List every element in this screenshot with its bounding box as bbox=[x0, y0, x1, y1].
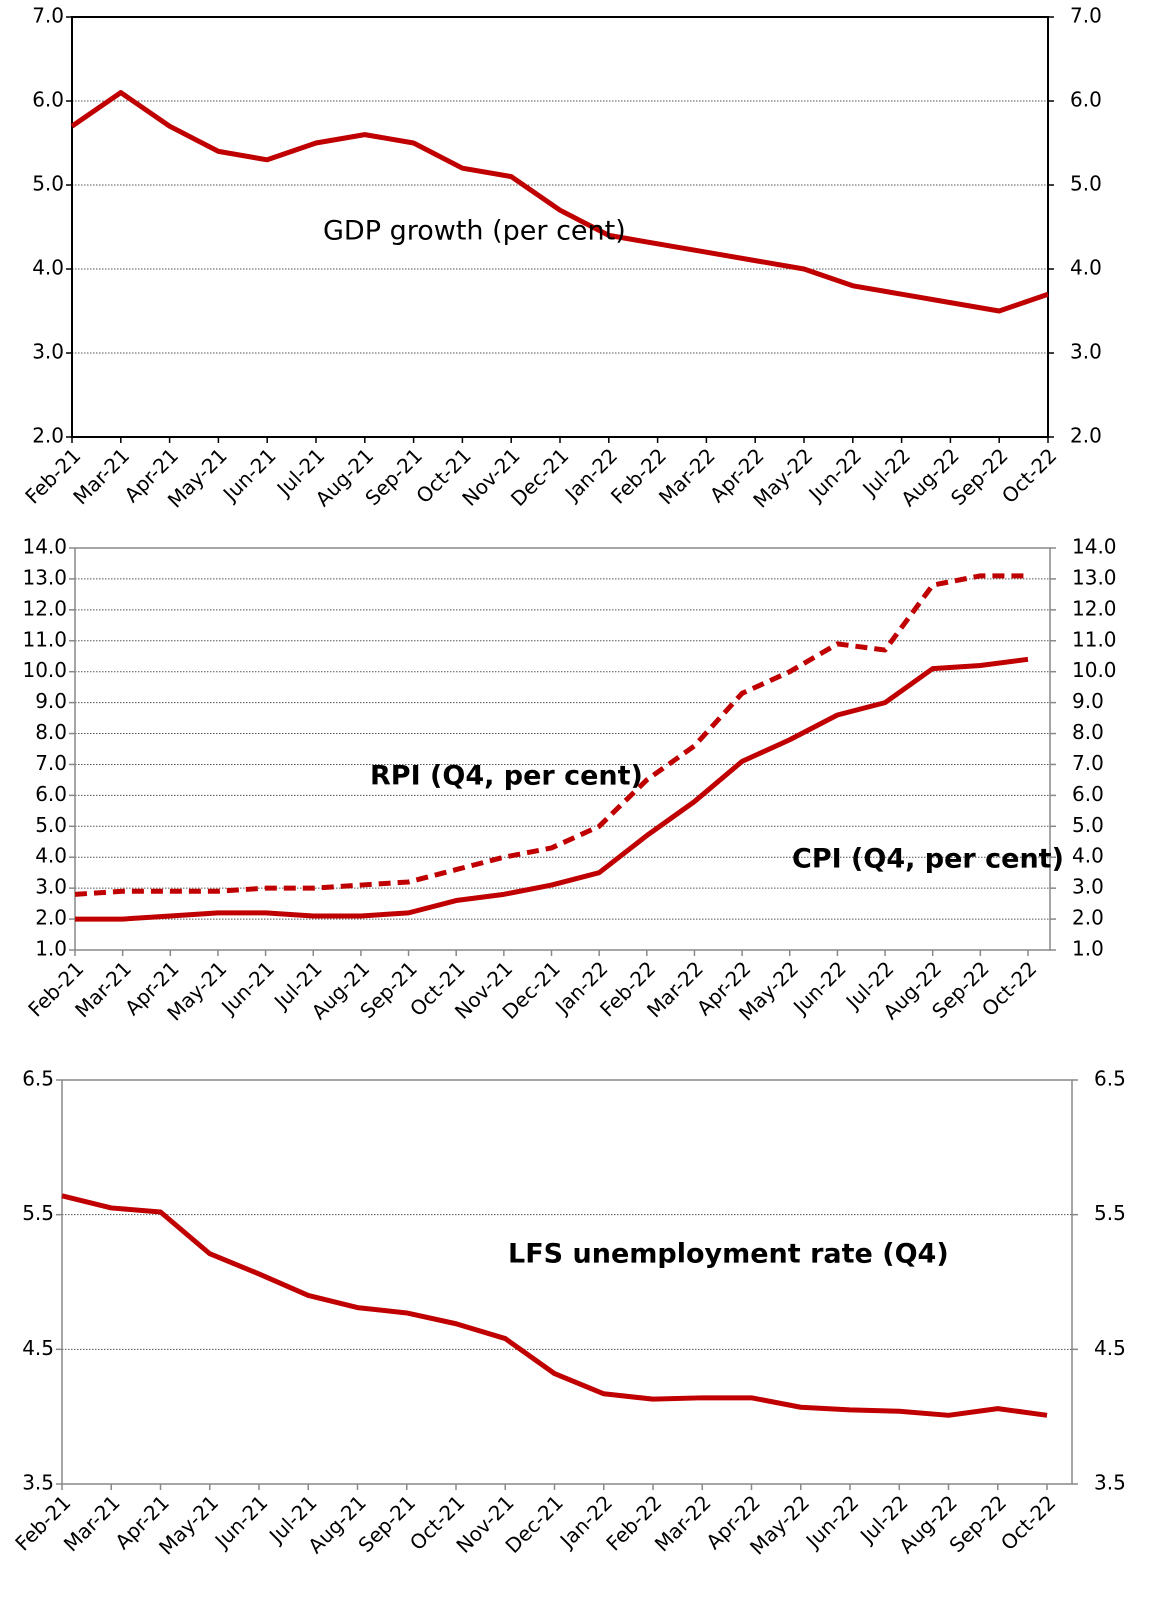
y2-tick-label: 3.5 bbox=[1094, 1471, 1126, 1495]
x-tick-label: Jun-21 bbox=[215, 956, 279, 1020]
y2-tick-label: 1.0 bbox=[1072, 937, 1104, 961]
y2-tick-label: 2.0 bbox=[1070, 424, 1102, 448]
y-tick-label: 7.0 bbox=[35, 751, 67, 775]
y2-tick-label: 12.0 bbox=[1072, 596, 1117, 620]
y-tick-label: 2.0 bbox=[35, 906, 67, 930]
series-annotation: GDP growth (per cent) bbox=[323, 216, 626, 247]
y2-tick-label: 6.0 bbox=[1070, 88, 1102, 112]
y2-tick-label: 14.0 bbox=[1072, 535, 1117, 559]
y2-tick-label: 4.0 bbox=[1070, 256, 1102, 280]
series-annotation: CPI (Q4, per cent) bbox=[792, 844, 1064, 875]
x-tick-label: Mar-21 bbox=[59, 1490, 125, 1556]
y2-tick-label: 3.0 bbox=[1072, 875, 1104, 899]
x-tick-label: Jun-22 bbox=[787, 956, 851, 1020]
y2-tick-label: 7.0 bbox=[1072, 751, 1104, 775]
plot-frame bbox=[61, 1079, 1073, 1485]
y2-tick-label: 4.5 bbox=[1094, 1336, 1126, 1360]
y2-tick-label: 5.5 bbox=[1094, 1201, 1126, 1225]
y-tick-label: 3.5 bbox=[22, 1471, 54, 1495]
x-tick-label: Jun-22 bbox=[800, 1490, 864, 1554]
y2-tick-label: 11.0 bbox=[1072, 627, 1117, 651]
y-tick-label: 11.0 bbox=[22, 627, 67, 651]
y2-tick-label: 5.0 bbox=[1072, 813, 1104, 837]
data-line bbox=[70, 90, 1049, 314]
x-tick-label: Jun-21 bbox=[209, 1490, 273, 1554]
y-tick-label: 2.0 bbox=[32, 424, 64, 448]
x-tick-label: Oct-22 bbox=[977, 956, 1042, 1021]
y-tick-label: 3.0 bbox=[32, 340, 64, 364]
y2-tick-label: 5.0 bbox=[1070, 172, 1102, 196]
y-tick-label: 5.5 bbox=[22, 1201, 54, 1225]
y-tick-label: 7.0 bbox=[32, 4, 64, 28]
x-tick-label: Jun-22 bbox=[803, 443, 867, 507]
y-tick-label: 10.0 bbox=[22, 658, 67, 682]
x-tick-label: Oct-22 bbox=[997, 443, 1062, 508]
y-tick-label: 3.0 bbox=[35, 875, 67, 899]
plot-frame bbox=[74, 547, 1051, 951]
y-tick-label: 4.0 bbox=[35, 844, 67, 868]
y-tick-label: 13.0 bbox=[22, 565, 67, 589]
y2-tick-label: 3.0 bbox=[1070, 340, 1102, 364]
x-tick-label: Oct-22 bbox=[996, 1490, 1061, 1555]
y2-tick-label: 8.0 bbox=[1072, 720, 1104, 744]
y2-tick-label: 10.0 bbox=[1072, 658, 1117, 682]
y-tick-label: 8.0 bbox=[35, 720, 67, 744]
y-tick-label: 1.0 bbox=[35, 937, 67, 961]
y-tick-label: 6.5 bbox=[22, 1067, 54, 1091]
y-tick-label: 14.0 bbox=[22, 535, 67, 559]
y-tick-label: 4.5 bbox=[22, 1336, 54, 1360]
data-line bbox=[61, 1193, 1048, 1418]
y-tick-label: 9.0 bbox=[35, 689, 67, 713]
x-tick-label: Mar-22 bbox=[650, 1490, 716, 1556]
y-tick-label: 6.0 bbox=[35, 782, 67, 806]
series-annotation: LFS unemployment rate (Q4) bbox=[508, 1239, 949, 1270]
y2-tick-label: 7.0 bbox=[1070, 4, 1102, 28]
data-line bbox=[75, 656, 1029, 922]
y-tick-label: 4.0 bbox=[32, 256, 64, 280]
y2-tick-label: 2.0 bbox=[1072, 906, 1104, 930]
series-annotation: RPI (Q4, per cent) bbox=[370, 761, 643, 792]
y2-tick-label: 6.5 bbox=[1094, 1067, 1126, 1091]
x-tick-label: Jun-21 bbox=[217, 443, 281, 507]
y2-tick-label: 6.0 bbox=[1072, 782, 1104, 806]
y2-tick-label: 4.0 bbox=[1072, 844, 1104, 868]
y-tick-label: 12.0 bbox=[22, 596, 67, 620]
y-tick-label: 5.0 bbox=[32, 172, 64, 196]
y-tick-label: 5.0 bbox=[35, 813, 67, 837]
data-line bbox=[74, 573, 1028, 897]
y2-tick-label: 9.0 bbox=[1072, 689, 1104, 713]
y2-tick-label: 13.0 bbox=[1072, 565, 1117, 589]
y-tick-label: 6.0 bbox=[32, 88, 64, 112]
